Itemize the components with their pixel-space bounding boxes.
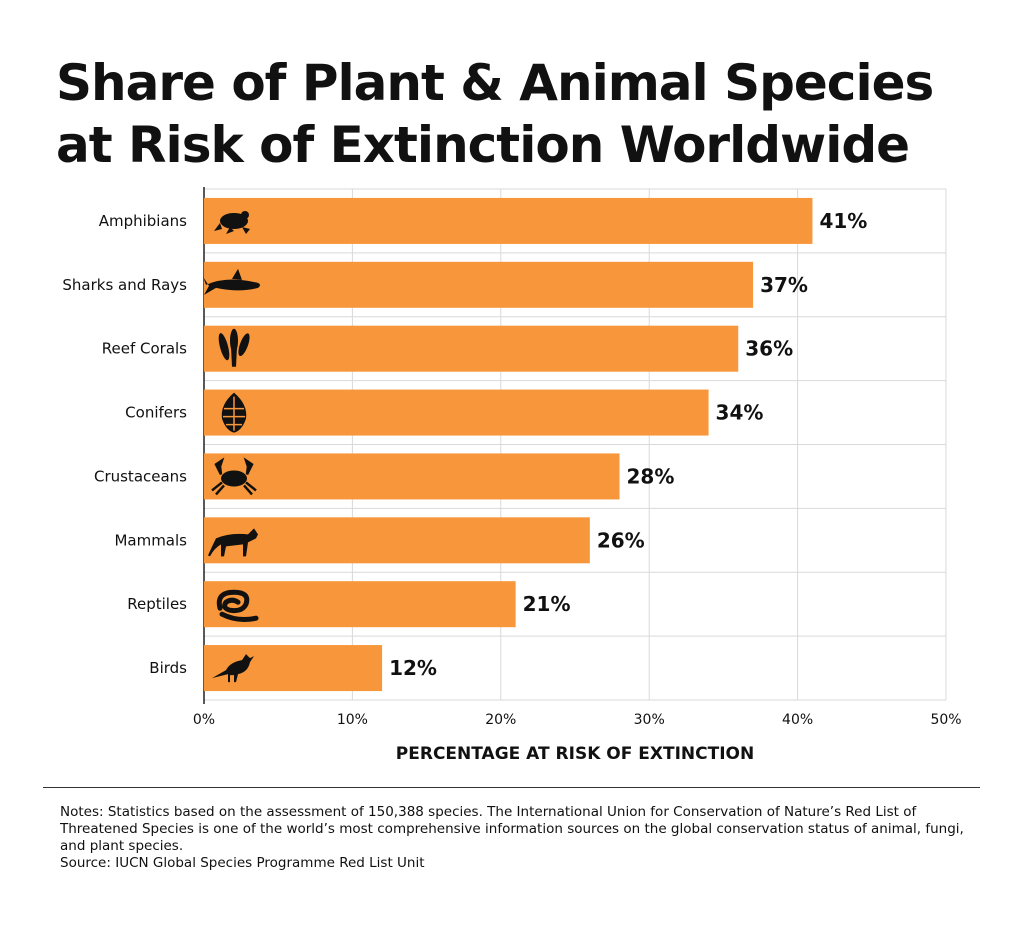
x-axis-label: PERCENTAGE AT RISK OF EXTINCTION [396, 744, 754, 764]
x-tick-label: 20% [485, 712, 516, 728]
coral-branch-mid [230, 328, 238, 353]
divider [43, 787, 980, 788]
frog-eye [241, 210, 249, 219]
bar [204, 453, 620, 500]
bar [204, 197, 813, 244]
chart-title: Share of Plant & Animal Species at Risk … [56, 54, 934, 174]
value-label: 34% [716, 401, 764, 425]
value-label: 28% [627, 464, 675, 488]
notes-block: Notes: Statistics based on the assessmen… [60, 804, 980, 872]
category-label: Mammals [114, 531, 187, 549]
bird-icon [212, 654, 254, 683]
category-label: Birds [149, 659, 187, 677]
category-label: Conifers [125, 404, 187, 422]
coral-branch-left [218, 333, 230, 361]
category-label: Amphibians [99, 212, 187, 230]
frog-icon [214, 210, 250, 234]
category-label: Reef Corals [102, 340, 187, 358]
crab-legs [211, 457, 257, 496]
snake-icon [216, 589, 259, 622]
bird-shape [212, 654, 254, 683]
value-label: 26% [597, 528, 645, 552]
bar [204, 517, 590, 564]
value-label: 12% [389, 656, 437, 680]
snake-coils [216, 589, 259, 622]
coral-icon [218, 328, 250, 367]
value-label: 21% [523, 592, 571, 616]
bar [204, 261, 754, 308]
x-tick-label: 40% [782, 712, 813, 728]
x-tick-label: 30% [634, 712, 665, 728]
cheetah-shape [208, 528, 258, 557]
pinecone-scales [223, 396, 245, 431]
shark-shape [203, 268, 260, 295]
category-label: Reptiles [127, 595, 187, 613]
coral-branch-right [238, 333, 250, 357]
crab-icon [211, 457, 257, 496]
x-tick-label: 10% [337, 712, 368, 728]
notes-text: Notes: Statistics based on the assessmen… [60, 804, 964, 854]
value-label: 41% [819, 209, 867, 233]
frog-body [220, 212, 248, 229]
frog-legs [214, 222, 250, 234]
x-tick-label: 0% [193, 712, 215, 728]
crab-body [221, 470, 247, 487]
pinecone-icon [221, 392, 247, 433]
source-text: Source: IUCN Global Species Programme Re… [60, 855, 425, 871]
shark-icon [203, 268, 260, 295]
category-label: Crustaceans [94, 467, 187, 485]
value-label: 37% [760, 273, 808, 297]
bar [204, 389, 709, 436]
cheetah-icon [208, 528, 258, 557]
value-label: 36% [745, 337, 793, 361]
x-tick-label: 50% [930, 712, 961, 728]
category-label: Sharks and Rays [62, 276, 187, 294]
bar [204, 325, 739, 372]
